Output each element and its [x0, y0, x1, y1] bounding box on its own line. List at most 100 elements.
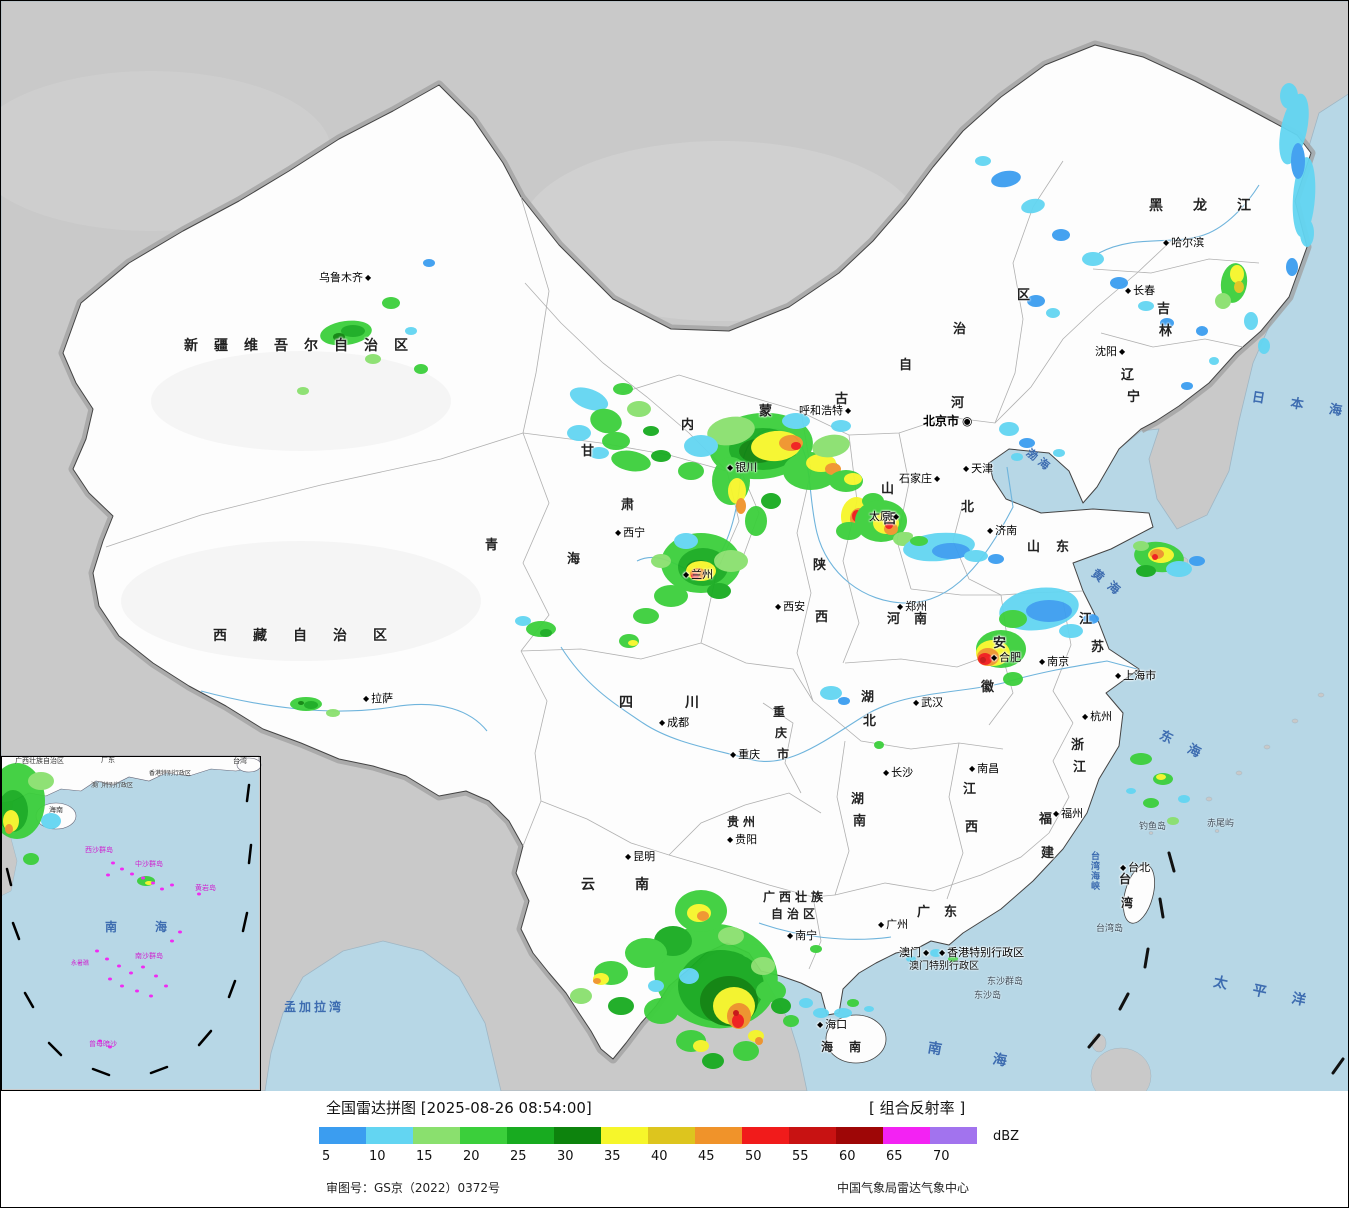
taiwan-island: [1123, 864, 1155, 924]
radar-echo: [975, 156, 991, 166]
radar-echo: [733, 1010, 739, 1016]
tarim-relief: [151, 351, 451, 451]
radar-echo: [5, 824, 13, 834]
radar-echo: [834, 1008, 852, 1018]
legend-value: 15: [416, 1149, 433, 1164]
radar-echo: [812, 434, 850, 458]
province-boundaries: [105, 160, 1260, 970]
radar-echo: [164, 984, 168, 988]
data-source: 中国气象局雷达气象中心: [837, 1181, 970, 1195]
radar-echo: [1143, 798, 1159, 808]
radar-echo: [540, 629, 552, 637]
radar-echo: [736, 498, 746, 514]
radar-echo: [864, 1006, 874, 1012]
radar-echo: [405, 327, 417, 335]
radar-echo: [569, 387, 609, 411]
radar-echo: [1181, 382, 1193, 390]
radar-echo: [1244, 312, 1258, 330]
radar-echo: [847, 999, 859, 1007]
radar-echo: [1286, 258, 1298, 276]
radar-echo: [1110, 277, 1128, 289]
radar-echo: [648, 980, 664, 992]
radar-echo: [980, 657, 986, 663]
legend-swatch: [507, 1127, 554, 1144]
radar-echo: [702, 1053, 724, 1069]
inset-nine-dash-line: [5, 783, 253, 1077]
legend-value: 40: [651, 1149, 668, 1164]
legend-swatch: [460, 1127, 507, 1144]
radar-echo: [1083, 614, 1099, 624]
radar-echo: [590, 408, 622, 434]
radar-echo: [930, 949, 942, 957]
radar-echo: [197, 892, 201, 896]
radar-echo: [820, 686, 842, 700]
radar-echo: [1046, 308, 1060, 318]
legend-swatch: [648, 1127, 695, 1144]
radar-echo: [105, 957, 109, 961]
radar-echo: [745, 506, 767, 536]
nine-dash-line: [1087, 851, 1345, 1075]
radar-echo: [906, 956, 916, 962]
radar-echo: [838, 697, 850, 705]
radar-echo: [1052, 229, 1070, 241]
legend-swatch: [789, 1127, 836, 1144]
legend-value: 5: [322, 1149, 331, 1164]
radar-echo: [1166, 561, 1192, 577]
product-name: [ 组合反射率 ]: [869, 1099, 966, 1117]
radar-echo: [810, 945, 822, 953]
legend-value: 35: [604, 1149, 621, 1164]
mongolia-relief: [521, 141, 921, 321]
radar-echo: [1059, 624, 1083, 638]
china-radar-map: [1, 1, 1348, 1091]
radar-echo: [145, 881, 153, 885]
radar-echo: [732, 1014, 744, 1028]
radar-echo: [151, 881, 155, 885]
radar-echo: [1258, 338, 1270, 354]
radar-echo: [679, 968, 699, 984]
radar-echo: [613, 383, 633, 395]
radar-echo: [41, 813, 61, 829]
radar-echo: [1130, 753, 1152, 765]
radar-echo: [141, 965, 145, 969]
radar-echo: [1209, 357, 1219, 365]
radar-echo: [741, 944, 761, 958]
radar-echo: [728, 478, 746, 504]
radar-echo: [1156, 774, 1166, 780]
radar-echo: [570, 988, 592, 1004]
radar-echo: [988, 554, 1004, 564]
radar-echo: [1011, 453, 1023, 461]
radar-echo: [160, 887, 164, 891]
legend-swatch: [742, 1127, 789, 1144]
inset-taiwan: [236, 757, 262, 773]
radar-echo: [1215, 293, 1231, 309]
radar-echo: [1160, 318, 1174, 328]
radar-echo: [844, 473, 862, 485]
radar-echo: [714, 550, 748, 572]
radar-echo: [999, 610, 1027, 628]
radar-echo: [106, 873, 110, 877]
radar-echo: [948, 956, 958, 962]
radar-echo: [691, 573, 699, 579]
radar-echo: [643, 426, 659, 436]
map-title: 全国雷达拼图 [2025-08-26 08:54:00]: [326, 1099, 592, 1117]
radar-echo: [1152, 554, 1158, 560]
radar-echo: [1053, 449, 1065, 457]
radar-echo: [423, 259, 435, 267]
radar-echo: [813, 1008, 829, 1018]
radar-echo: [1026, 600, 1072, 622]
radar-echo: [799, 998, 813, 1008]
radar-echo: [120, 867, 124, 871]
legend-swatch: [413, 1127, 460, 1144]
radar-echo: [651, 450, 671, 462]
radar-echo: [654, 585, 688, 607]
radar-echo: [932, 543, 970, 559]
radar-echo: [98, 1039, 102, 1043]
radar-echo: [1167, 817, 1179, 825]
radar-echo: [135, 989, 139, 993]
legend-swatch: [836, 1127, 883, 1144]
radar-echo: [771, 998, 791, 1014]
radar-echo: [326, 709, 340, 717]
legend-swatch: [319, 1127, 366, 1144]
radar-echo: [627, 401, 651, 417]
